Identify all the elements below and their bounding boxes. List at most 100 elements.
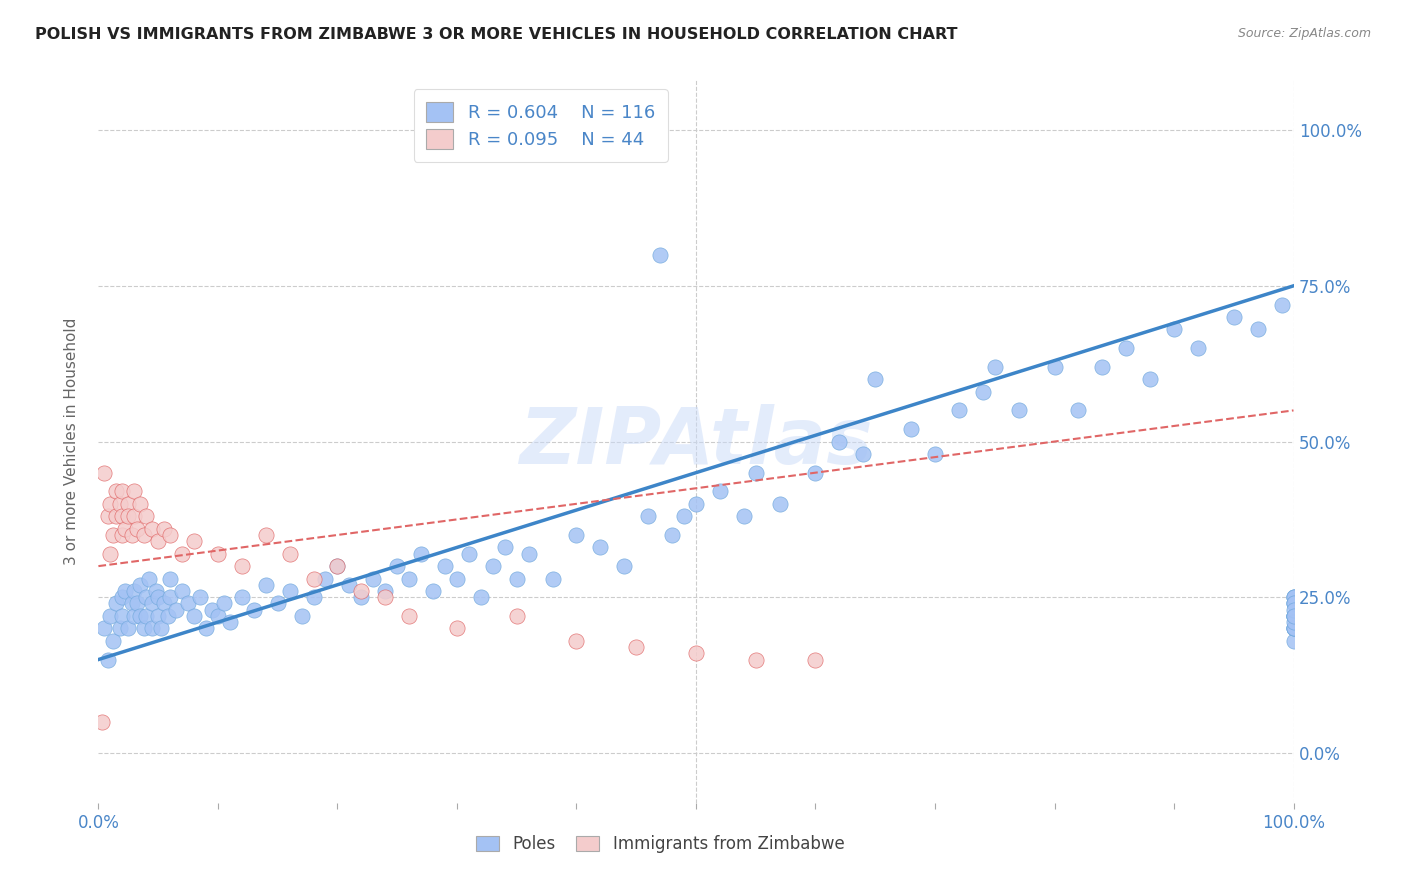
Point [135,509,157,524]
Point [125,522,148,536]
Y-axis label: 3 or more Vehicles in Household: 3 or more Vehicles in Household [65,318,79,566]
Point [709,484,731,499]
Point [149,621,172,635]
Point [315,572,337,586]
Point [1282,615,1305,630]
Point [374,584,396,599]
Point [733,509,755,524]
Point [1091,359,1114,374]
Point [121,597,143,611]
Point [111,484,134,499]
Point [148,591,170,605]
Point [972,384,994,399]
Point [446,572,468,586]
Point [153,597,176,611]
Point [291,609,314,624]
Point [97,509,120,524]
Point [219,615,242,630]
Point [98,547,122,561]
Point [1282,609,1305,624]
Point [117,497,139,511]
Point [111,509,134,524]
Point [1282,597,1305,611]
Point [201,603,224,617]
Point [129,609,152,624]
Point [98,609,122,624]
Point [111,591,134,605]
Point [446,621,468,635]
Point [91,714,114,729]
Point [1043,359,1066,374]
Point [769,497,792,511]
Point [148,534,170,549]
Point [1282,609,1305,624]
Point [93,621,115,635]
Point [124,609,146,624]
Point [141,522,163,536]
Point [1282,609,1305,624]
Point [156,609,179,624]
Point [183,534,205,549]
Point [121,528,143,542]
Point [138,572,160,586]
Text: POLISH VS IMMIGRANTS FROM ZIMBABWE 3 OR MORE VEHICLES IN HOUSEHOLD CORRELATION C: POLISH VS IMMIGRANTS FROM ZIMBABWE 3 OR … [35,27,957,42]
Point [1008,403,1031,417]
Point [1282,591,1305,605]
Point [114,584,136,599]
Point [124,584,146,599]
Point [111,609,134,624]
Point [105,509,128,524]
Point [207,547,229,561]
Point [924,447,946,461]
Point [613,559,636,574]
Point [159,591,181,605]
Point [852,447,875,461]
Point [685,497,707,511]
Point [1282,621,1305,635]
Point [124,484,146,499]
Point [398,609,420,624]
Point [153,522,176,536]
Point [183,609,205,624]
Point [165,603,187,617]
Point [125,597,148,611]
Point [243,603,266,617]
Point [195,621,218,635]
Legend: Poles, Immigrants from Zimbabwe: Poles, Immigrants from Zimbabwe [470,828,851,860]
Point [422,584,444,599]
Point [350,584,373,599]
Point [1282,609,1305,624]
Point [1247,322,1270,336]
Point [93,466,115,480]
Point [326,559,349,574]
Point [482,559,505,574]
Point [177,597,200,611]
Point [661,528,683,542]
Point [97,652,120,666]
Point [494,541,516,555]
Point [984,359,1007,374]
Point [1187,341,1209,355]
Point [745,466,768,480]
Point [129,497,152,511]
Point [101,528,124,542]
Point [1282,633,1305,648]
Point [231,591,253,605]
Point [132,528,155,542]
Point [385,559,409,574]
Point [1282,621,1305,635]
Point [231,559,253,574]
Point [804,466,827,480]
Point [458,547,481,561]
Point [108,621,131,635]
Point [141,621,163,635]
Point [1163,322,1185,336]
Text: Source: ZipAtlas.com: Source: ZipAtlas.com [1237,27,1371,40]
Point [114,522,136,536]
Point [1115,341,1137,355]
Point [1223,310,1246,324]
Point [865,372,887,386]
Point [172,584,194,599]
Point [1282,597,1305,611]
Point [470,591,492,605]
